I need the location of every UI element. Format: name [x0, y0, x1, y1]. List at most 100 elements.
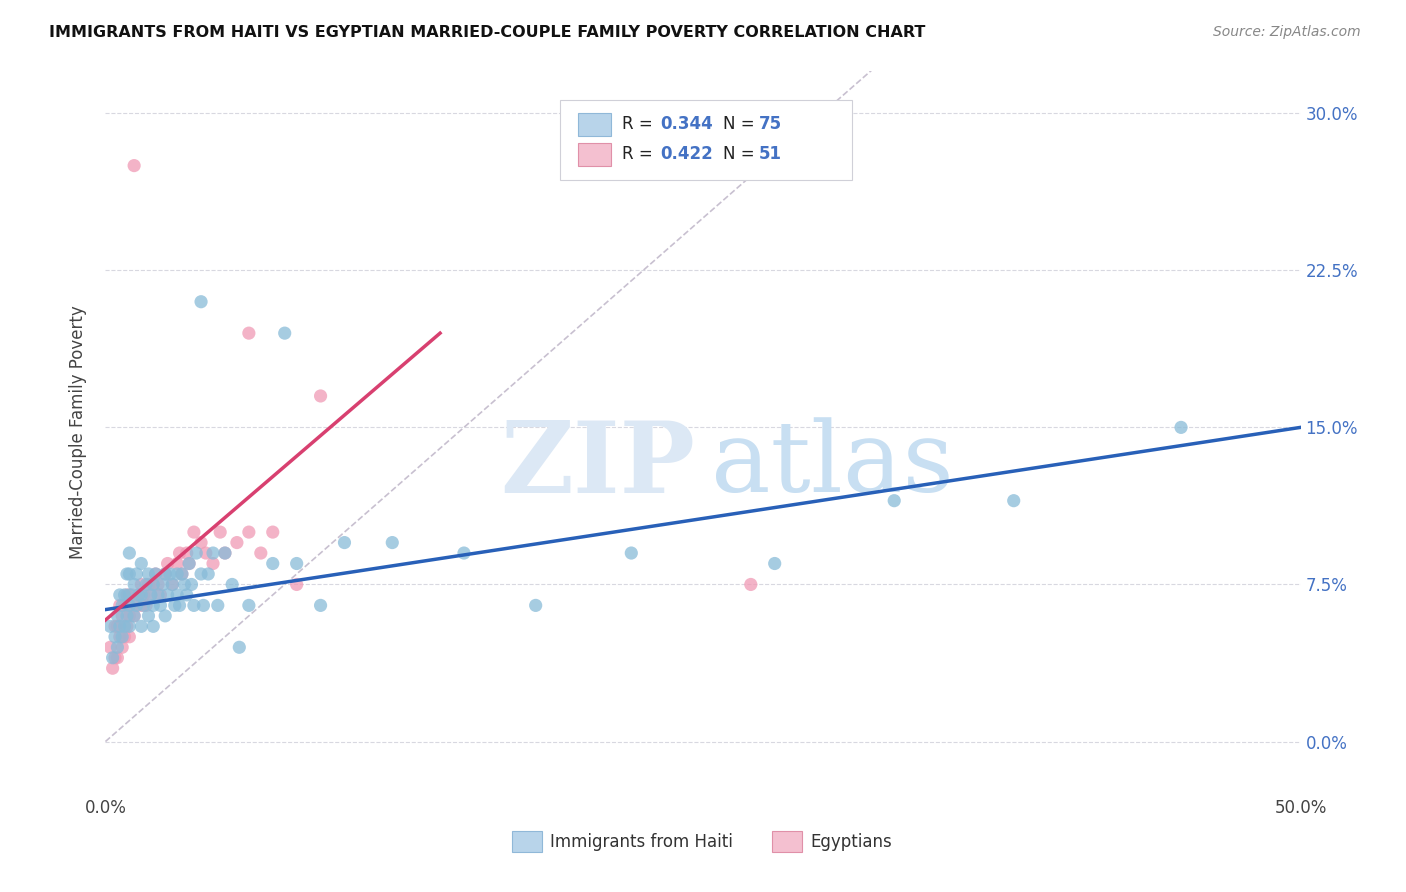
Point: [138, 566, 160, 581]
Point: [118, 630, 141, 644]
Point: [108, 599, 131, 613]
Point: [193, 599, 215, 613]
Point: [114, 630, 136, 644]
Point: [170, 566, 193, 581]
Text: atlas: atlas: [711, 417, 955, 513]
Point: [262, 525, 284, 540]
Point: [152, 577, 174, 591]
Point: [118, 566, 141, 581]
Point: [138, 577, 160, 591]
Point: [135, 599, 157, 613]
Point: [190, 566, 212, 581]
Point: [162, 577, 184, 591]
Point: [108, 619, 131, 633]
Point: [214, 546, 236, 560]
Point: [115, 588, 138, 602]
Point: [122, 608, 145, 623]
Point: [118, 588, 141, 602]
Text: N =: N =: [723, 115, 761, 133]
Point: [207, 599, 229, 613]
Point: [190, 535, 212, 549]
Point: [111, 630, 134, 644]
Point: [166, 557, 188, 571]
Point: [115, 608, 138, 623]
Point: [98, 640, 121, 655]
Point: [309, 599, 332, 613]
Point: [107, 650, 129, 665]
Point: [1002, 493, 1025, 508]
Point: [114, 588, 136, 602]
Point: [197, 566, 219, 581]
Point: [524, 599, 547, 613]
Text: N =: N =: [723, 145, 761, 163]
Bar: [512, 831, 541, 852]
Point: [202, 557, 225, 571]
Point: [285, 557, 308, 571]
Point: [194, 546, 217, 560]
Point: [125, 599, 148, 613]
Text: IMMIGRANTS FROM HAITI VS EGYPTIAN MARRIED-COUPLE FAMILY POVERTY CORRELATION CHAR: IMMIGRANTS FROM HAITI VS EGYPTIAN MARRIE…: [49, 25, 925, 40]
Point: [128, 588, 150, 602]
Point: [129, 599, 153, 613]
Point: [108, 630, 131, 644]
Bar: [578, 143, 612, 166]
Bar: [772, 831, 803, 852]
Point: [111, 608, 134, 623]
Point: [173, 577, 195, 591]
Point: [153, 566, 177, 581]
Point: [176, 546, 198, 560]
Point: [381, 535, 404, 549]
Point: [104, 630, 127, 644]
Point: [1170, 420, 1192, 434]
Point: [453, 546, 475, 560]
Point: [104, 619, 127, 633]
Point: [115, 566, 138, 581]
Point: [122, 577, 145, 591]
Point: [132, 599, 155, 613]
Point: [132, 588, 155, 602]
Point: [114, 619, 136, 633]
Point: [146, 588, 169, 602]
Point: [740, 577, 762, 591]
Point: [153, 566, 177, 581]
Point: [111, 640, 134, 655]
Point: [156, 588, 179, 602]
Point: [166, 566, 188, 581]
Point: [169, 599, 191, 613]
Point: [273, 326, 295, 340]
Bar: [578, 112, 612, 136]
Text: R =: R =: [621, 115, 658, 133]
Point: [163, 599, 186, 613]
Point: [162, 577, 184, 591]
Point: [149, 599, 172, 613]
Point: [125, 566, 148, 581]
Point: [104, 650, 127, 665]
Point: [177, 557, 201, 571]
Point: [238, 525, 260, 540]
Point: [101, 661, 124, 675]
Point: [118, 599, 141, 613]
Text: Source: ZipAtlas.com: Source: ZipAtlas.com: [1213, 25, 1361, 39]
Point: [156, 557, 179, 571]
Text: Immigrants from Haiti: Immigrants from Haiti: [550, 832, 733, 851]
Y-axis label: Married-Couple Family Poverty: Married-Couple Family Poverty: [69, 306, 87, 559]
Point: [145, 566, 167, 581]
Point: [225, 535, 249, 549]
Point: [107, 640, 129, 655]
Point: [135, 577, 157, 591]
Point: [285, 577, 308, 591]
Point: [129, 577, 153, 591]
Text: 75: 75: [759, 115, 782, 133]
Point: [142, 577, 165, 591]
Point: [883, 493, 905, 508]
Point: [115, 619, 138, 633]
Point: [202, 546, 225, 560]
Point: [250, 546, 273, 560]
Point: [139, 588, 162, 602]
Point: [221, 577, 243, 591]
Text: ZIP: ZIP: [499, 417, 695, 514]
Point: [309, 389, 332, 403]
Point: [114, 599, 136, 613]
Point: [142, 577, 165, 591]
Point: [159, 566, 181, 581]
